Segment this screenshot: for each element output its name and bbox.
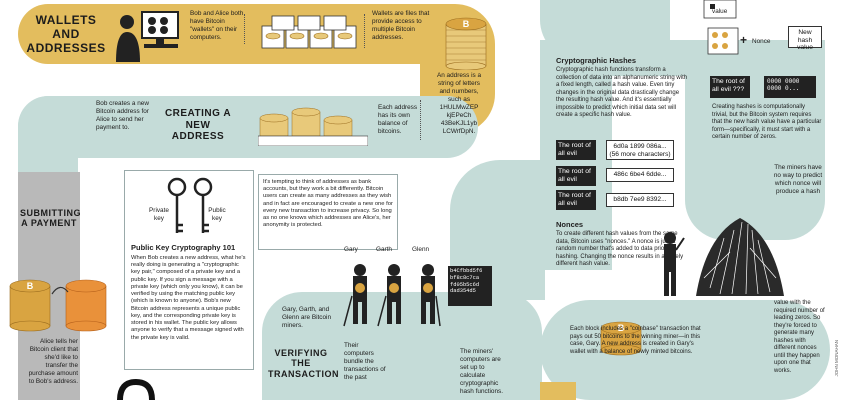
person-with-needle-illustration (656, 228, 686, 298)
cycle-arrow-icon (116, 378, 166, 401)
hash-input-2: The root of all evil (556, 166, 596, 186)
svg-text:+: + (740, 33, 747, 47)
coinbase-band (540, 300, 830, 400)
hash-input-3: The root of all evil (556, 190, 596, 210)
address-coin-stacks (257, 96, 369, 147)
pkc-box: Private key Public key Public Key Crypto… (124, 170, 254, 370)
haystack-illustration (690, 208, 790, 296)
root-question-box: The root of all evil ??? (710, 76, 750, 98)
hash-output-1: 6d0a 1899 086a... (56 more characters) (606, 140, 674, 160)
wallets-title: WALLETS AND ADDRESSES (26, 13, 106, 55)
new-hash-value-box: New hash value (788, 26, 822, 51)
miner-label-glenn: Glenn (412, 246, 430, 253)
wallets-files-text: Wallets are files that provide access to… (372, 10, 430, 41)
new-address-title: CREATING A NEW ADDRESS (164, 108, 232, 142)
screen-hash-line: fd05b5c6d (450, 281, 480, 288)
verifying-band (262, 292, 542, 400)
keys-illustration (155, 175, 225, 239)
alice-tells-text: Alice tells her Bitcoin client that she'… (28, 338, 78, 385)
nonce-diagram-illustration: + (700, 0, 820, 64)
address-string-text: An address is a string of letters and nu… (436, 72, 482, 135)
hash-input-1: The root of all evil (556, 140, 596, 160)
screen-hash-line: dad354d5 (450, 288, 476, 295)
value-label: value (712, 8, 728, 15)
screen-hash-line: b4Cfbbd5f6 (450, 268, 483, 274)
miner-screen: b4Cfbbd5f6 bf8c8c7ca fd05b5c6d dad354d5 (448, 266, 492, 306)
pkc-title: Public Key Cryptography 101 (131, 243, 236, 252)
tempting-note: It's tempting to think of addresses as b… (258, 174, 398, 250)
coinbase-text: Each block includes a "coinbase" transac… (570, 326, 701, 355)
bottom-gold-arrow (540, 382, 576, 400)
root-question-text: The root of all evil ??? (712, 78, 745, 94)
dotted-leader (420, 100, 421, 140)
new-address-band (18, 96, 478, 158)
their-computers-text: Their computers bundle the transactions … (344, 342, 386, 381)
miners-computers-text: The miners' computers are set up to calc… (460, 348, 503, 395)
miners-no-way-text: The miners have no way to predict which … (773, 164, 823, 195)
coinbase-coin-stack: B (598, 316, 644, 356)
private-key-label: Private key (149, 207, 169, 222)
nonces-title: Nonces (556, 220, 584, 229)
each-address-text: Each address has its own balance of bitc… (378, 104, 418, 135)
payment-stacks-illustration: B (8, 272, 116, 332)
zeros-hash-box: 0000 0000 0000 0... (764, 76, 816, 98)
nonce-label: Nonce (752, 38, 771, 45)
bob-alice-wallets-text: Bob and Alice both have Bitcoin "wallets… (190, 10, 244, 41)
bob-creates-text: Bob creates a new Bitcoin address for Al… (96, 100, 149, 131)
svg-text:B: B (618, 323, 625, 333)
crypto-title: Cryptographic Hashes (556, 56, 637, 65)
public-key-label: Public key (208, 207, 226, 222)
coin-stack-large: B (442, 8, 490, 71)
wallet-files-illustration (258, 12, 358, 56)
hash-output-2: 486c 6be4 6dde... (606, 168, 674, 182)
dotted-leader (364, 14, 365, 48)
bob-at-computer-illustration (112, 10, 182, 62)
miner-label-gary: Gary (344, 246, 358, 253)
verifying-title: VERIFYING THE TRANSACTION (268, 348, 339, 379)
hash-output-3: b8db 7ee9 8392... (606, 193, 674, 207)
nonces-body: To create different hash values from the… (556, 231, 684, 267)
pkc-body: When Bob creates a new address, what he'… (131, 255, 246, 341)
miners-names-text: Gary, Garth, and Glenn are Bitcoin miner… (282, 306, 332, 329)
credit-text: JOHN MONAHAN (834, 340, 839, 377)
svg-text:B: B (463, 19, 470, 29)
value-required-text: value with the required number of leadin… (774, 300, 825, 374)
creating-hashes-text: Creating hashes is computationally trivi… (712, 104, 822, 140)
miners-illustration (340, 256, 450, 332)
wallets-band (18, 4, 478, 64)
right-band-right (685, 40, 825, 240)
screen-hash-line: bf8c8c7ca (450, 274, 480, 281)
tempting-text: It's tempting to think of addresses as b… (263, 179, 393, 229)
svg-text:B: B (27, 281, 34, 291)
miner-label-garth: Garth (376, 246, 392, 253)
crypto-body: Cryptographic hash functions transform a… (556, 67, 688, 118)
submitting-title: SUBMITTING A PAYMENT (20, 208, 81, 229)
dotted-leader (244, 14, 245, 44)
